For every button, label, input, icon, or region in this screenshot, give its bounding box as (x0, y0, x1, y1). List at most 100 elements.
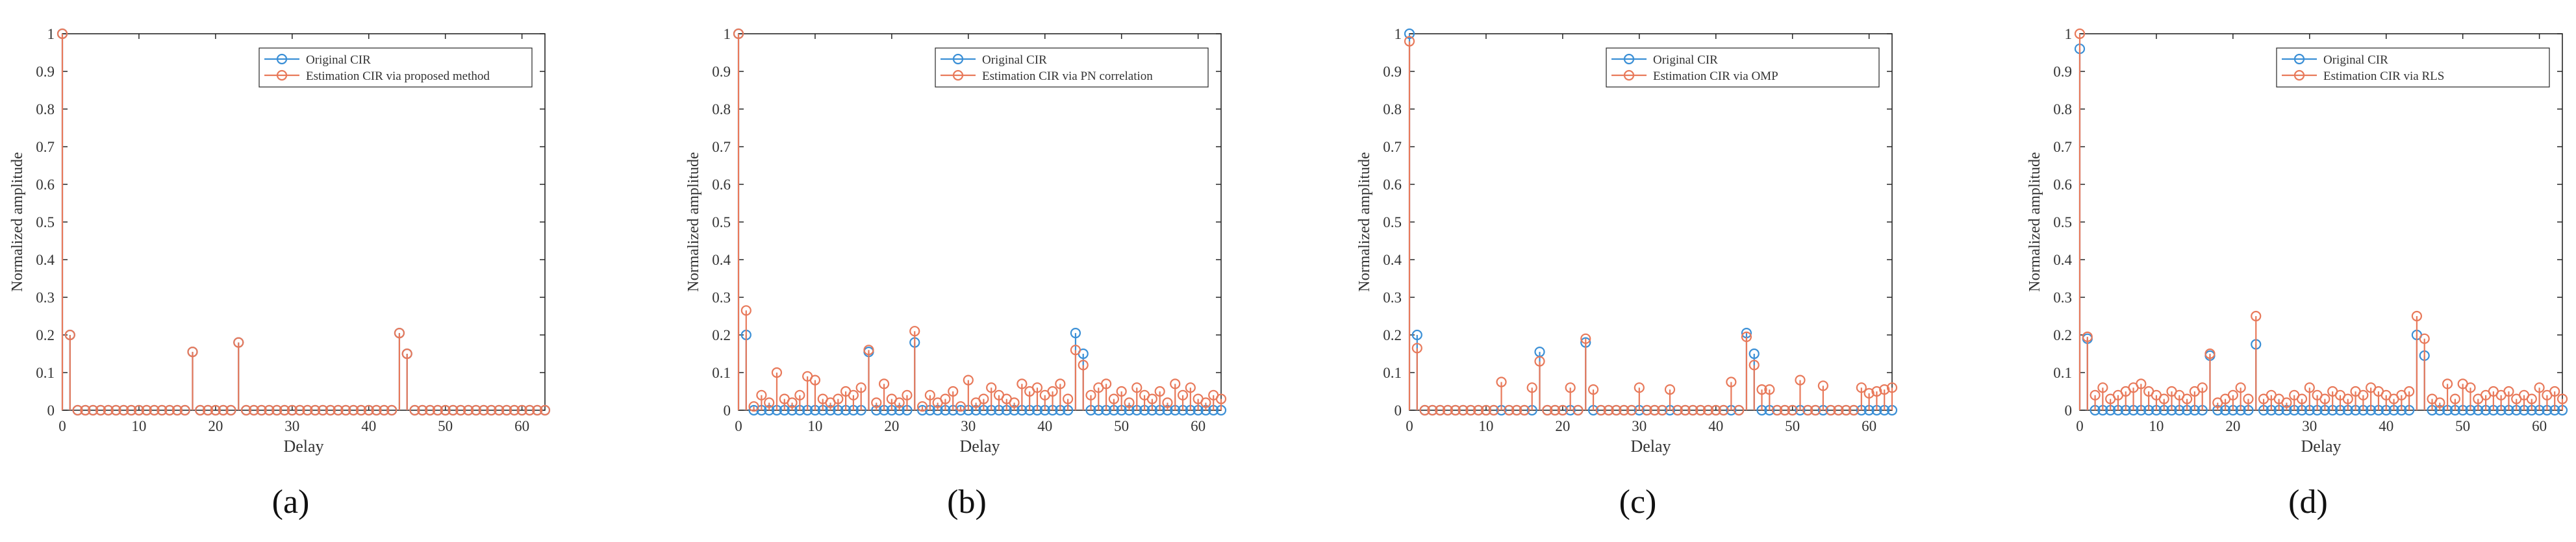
stem-marker (955, 401, 966, 412)
stem-marker (1085, 389, 1096, 400)
stem-marker (1511, 404, 1522, 416)
stem-marker (486, 404, 497, 416)
stem-marker (1215, 393, 1227, 404)
legend: Original CIR Estimation CIR via proposed … (259, 47, 533, 88)
stem-marker (462, 404, 474, 416)
y-axis-label: Normalized amplitude (9, 152, 26, 291)
stem-marker (1078, 360, 1089, 371)
y-tick-label: 1 (47, 26, 55, 42)
stem-marker (1055, 378, 1066, 389)
y-tick-label: 0.4 (1383, 252, 1402, 268)
y-tick-label: 0.2 (1383, 327, 1402, 343)
x-tick-label: 40 (1037, 418, 1052, 434)
stem-marker (379, 404, 390, 416)
stem-marker (2411, 310, 2423, 322)
stem-marker (524, 404, 535, 416)
stem-marker (409, 404, 420, 416)
stem-marker (1664, 384, 1676, 395)
stem-marker (401, 348, 412, 360)
panel-label: (b) (947, 484, 987, 521)
y-tick-label: 0.3 (36, 289, 55, 306)
stem-marker (1435, 404, 1446, 416)
legend-entry: Original CIR (1653, 53, 1718, 67)
y-tick-label: 0.1 (2053, 365, 2072, 381)
stem-marker (1458, 404, 1469, 416)
stem-marker (2082, 331, 2093, 343)
stem-marker (1756, 384, 1767, 395)
stem-marker (1595, 404, 1606, 416)
panel-3: 00.10.20.30.40.50.60.70.80.910 10 20 30 40 50… (1356, 26, 1898, 521)
stem-marker (57, 28, 68, 40)
stem-marker (1411, 343, 1422, 354)
y-tick-label: 0.2 (712, 327, 731, 343)
stem-marker (2465, 382, 2476, 393)
y-axis-label: Normalized amplitude (685, 152, 702, 291)
y-tick-label: 0 (2065, 402, 2073, 419)
stem-marker (394, 327, 405, 339)
series-estimate (1404, 36, 1898, 416)
stem-marker (248, 404, 259, 416)
x-axis-label: Delay (2301, 437, 2341, 456)
stem-marker (1726, 376, 1737, 388)
panel-label: (c) (1619, 484, 1657, 521)
stem-marker (2503, 386, 2514, 397)
stem-marker (2197, 382, 2208, 393)
stem-marker (2281, 397, 2292, 408)
stem-marker (386, 404, 398, 416)
y-tick-label: 0.9 (36, 64, 55, 80)
y-tick-label: 0.5 (2053, 214, 2072, 230)
stem-marker (2182, 393, 2193, 404)
legend: Original CIR Estimation CIR via RLS (2276, 47, 2550, 88)
stem-marker (1619, 404, 1630, 416)
stem-marker (902, 389, 913, 400)
y-tick-label: 0.6 (712, 177, 731, 193)
x-tick-label: 30 (284, 418, 299, 434)
stem-marker (1427, 404, 1438, 416)
legend-marker (1623, 69, 1635, 81)
x-tick-label: 20 (2225, 418, 2240, 434)
legend-box (935, 47, 1209, 88)
panel-label: (a) (272, 484, 310, 521)
stem-marker (1771, 404, 1783, 416)
stem-marker (333, 404, 344, 416)
stem-marker (1764, 384, 1775, 395)
legend-marker (2293, 53, 2305, 65)
stem-marker (1603, 404, 1614, 416)
stem-marker (2251, 310, 2262, 322)
x-tick-label: 50 (1785, 418, 1800, 434)
stem-marker (2090, 389, 2101, 400)
y-tick-label: 0.6 (2053, 177, 2072, 193)
stem-marker (72, 404, 83, 416)
stem-marker (88, 404, 99, 416)
stem-marker (1779, 404, 1790, 416)
stem-marker (1695, 404, 1706, 416)
y-tick-label: 0.1 (36, 365, 55, 381)
stem-marker (1450, 404, 1461, 416)
y-tick-label: 0.4 (2053, 252, 2072, 268)
y-axis-label: Normalized amplitude (2027, 152, 2043, 291)
stem-marker (340, 404, 351, 416)
stem-marker (171, 404, 183, 416)
stem-marker (371, 404, 382, 416)
y-tick-label: 0 (47, 402, 55, 419)
x-tick-label: 10 (807, 418, 822, 434)
stem-marker (271, 404, 283, 416)
series-estimate (57, 28, 551, 416)
stem-marker (948, 386, 959, 397)
stem-marker (1146, 393, 1157, 404)
panel-label: (d) (2288, 484, 2328, 521)
stem-marker (294, 404, 305, 416)
stem-marker (894, 397, 905, 408)
x-tick-label: 60 (1862, 418, 1876, 434)
stem-marker (963, 375, 974, 386)
stem-marker (501, 404, 512, 416)
y-tick-label: 0.7 (36, 139, 55, 155)
legend-box (259, 47, 533, 88)
stem-marker (417, 404, 428, 416)
x-tick-label: 60 (1191, 418, 1206, 434)
stem-marker (1063, 393, 1074, 404)
stem-marker (1124, 397, 1135, 408)
legend-marker (2293, 69, 2305, 81)
y-tick-label: 0.6 (1383, 177, 1402, 193)
